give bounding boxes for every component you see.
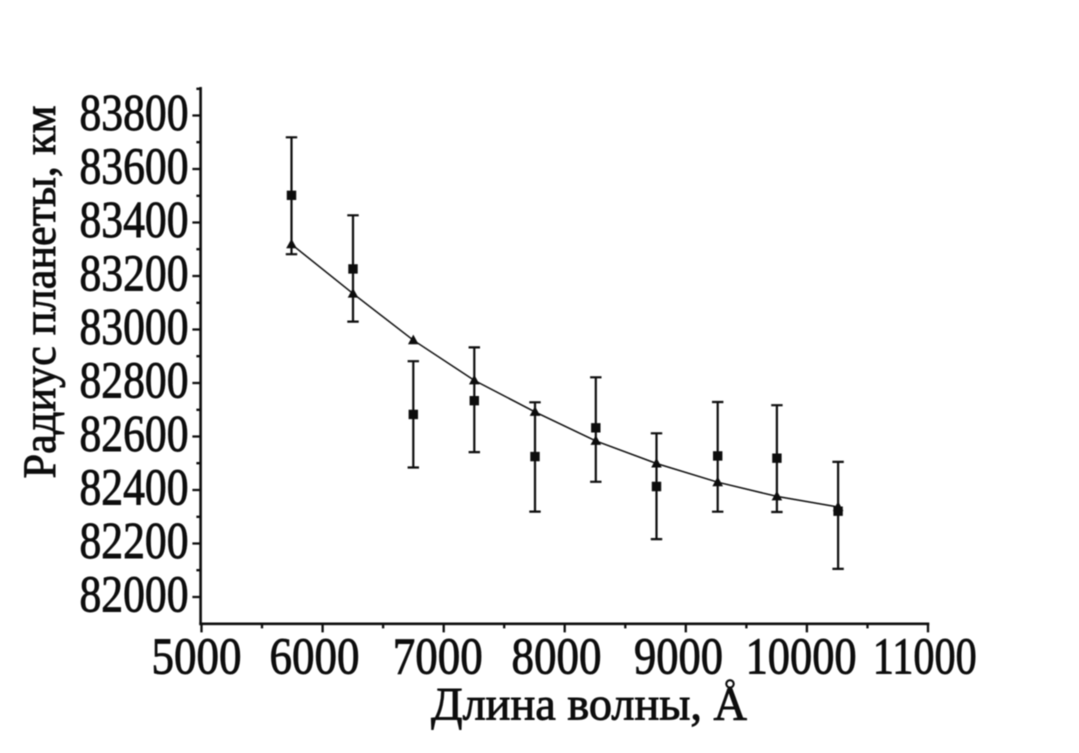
svg-text:83400: 83400 xyxy=(80,192,189,249)
svg-text:83600: 83600 xyxy=(80,139,189,196)
svg-text:Длина волны, A: Длина волны, A xyxy=(431,679,747,731)
svg-text:83200: 83200 xyxy=(80,246,189,303)
svg-text:10000: 10000 xyxy=(746,628,857,685)
svg-text:82600: 82600 xyxy=(80,406,189,463)
svg-text:83000: 83000 xyxy=(80,299,189,356)
svg-text:82200: 82200 xyxy=(80,513,189,570)
svg-text:9000: 9000 xyxy=(634,628,723,685)
svg-text:11000: 11000 xyxy=(873,628,977,685)
svg-text:Радиус планеты, км: Радиус планеты, км xyxy=(14,106,66,479)
svg-text:83800: 83800 xyxy=(80,85,189,142)
svg-text:82800: 82800 xyxy=(80,353,189,410)
svg-text:82400: 82400 xyxy=(80,460,189,517)
svg-text:8000: 8000 xyxy=(512,628,602,685)
svg-text:6000: 6000 xyxy=(270,628,360,685)
svg-text:7000: 7000 xyxy=(393,628,483,685)
svg-text:82000: 82000 xyxy=(80,567,189,624)
svg-text:5000: 5000 xyxy=(152,628,242,685)
